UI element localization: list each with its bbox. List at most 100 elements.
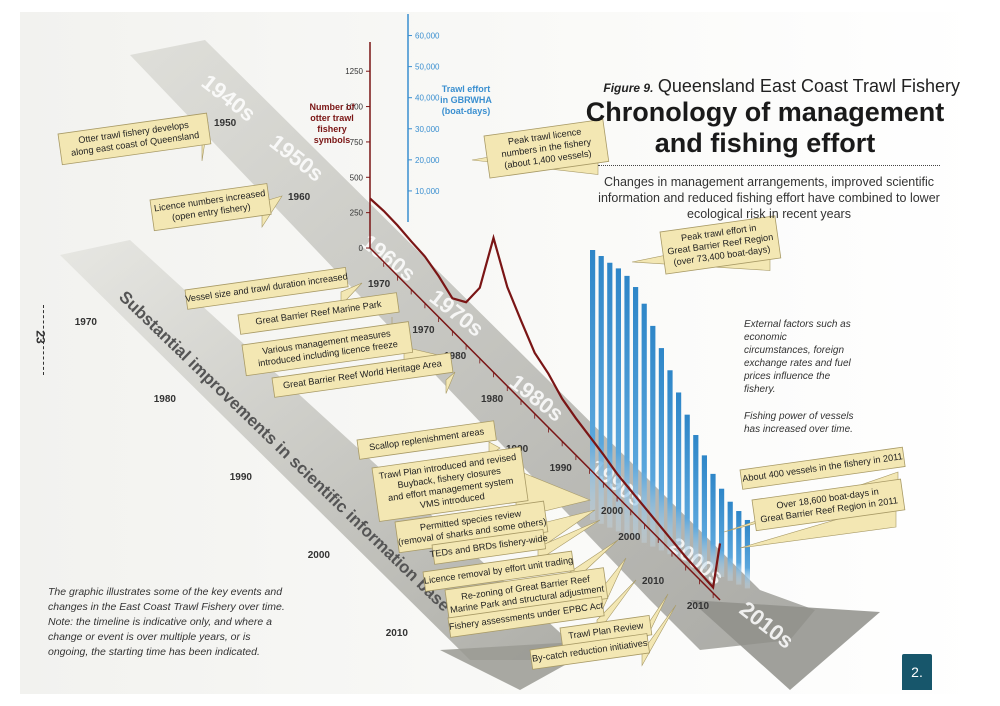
- effort-bar: [615, 268, 621, 532]
- callout-box: [751, 478, 906, 532]
- effort-bar: [736, 511, 742, 585]
- callout-box: [149, 183, 272, 232]
- effort-bar: [719, 488, 725, 577]
- band-year-label: 2010: [386, 628, 409, 639]
- chart-axes: 0 250 500 750 1000 1250 Number of otter trawl fi…: [310, 14, 492, 253]
- chart-year-label: 2000: [618, 532, 641, 543]
- callout-box: [57, 112, 212, 166]
- callout-box: [237, 292, 400, 335]
- licence-tick-label: 0: [359, 244, 364, 253]
- chart-year-label: 1970: [412, 325, 435, 336]
- callout-box: [184, 267, 349, 310]
- chart-year-axis: 1970 1980 1990 2000 2010: [369, 247, 721, 612]
- figure-label: Figure 9.: [603, 81, 654, 95]
- effort-bar: [701, 455, 707, 570]
- effort-tick-label: 20,000: [415, 156, 440, 165]
- effort-tick-label: 10,000: [415, 187, 440, 196]
- figure-subtitle: Queensland East Coast Trawl Fishery: [657, 76, 960, 96]
- event-year-label: 2010: [642, 576, 665, 587]
- chart-annotation: Peak trawl effort inGreat Barrier Reef R…: [631, 215, 782, 275]
- effort-tick-label: 60,000: [415, 32, 440, 41]
- effort-bar: [693, 435, 699, 566]
- callout-text: Peak trawl effort inGreat Barrier Reef R…: [665, 220, 775, 268]
- effort-bar: [676, 392, 682, 558]
- event-callout: Permitted species review(removal of shar…: [394, 500, 624, 554]
- fishing-power-note: Fishing power of vessels has increased o…: [744, 411, 854, 435]
- licence-tick-label: 1000: [345, 103, 363, 112]
- effort-bar: [598, 256, 604, 524]
- chart-time-axis: [369, 247, 721, 601]
- event-callout: Licence numbers increased(open entry fis…: [149, 183, 311, 232]
- title-line-2: and fishing effort: [654, 128, 876, 158]
- intro-text: Changes in management arrangements, impr…: [598, 175, 940, 221]
- page-title: Chronology of management and fishing eff…: [570, 97, 960, 159]
- page-number-rule: [43, 305, 44, 375]
- effort-bar: [744, 519, 750, 589]
- effort-bars: [590, 250, 750, 589]
- title-divider: [598, 165, 940, 166]
- event-year-label: 1970: [368, 279, 391, 290]
- callout-box: [431, 528, 547, 565]
- page-number: 23: [33, 330, 48, 344]
- callout-box: [659, 215, 782, 275]
- effort-bar: [667, 370, 673, 555]
- main-timeline-arrow: [690, 600, 880, 690]
- callout-box: [447, 595, 605, 638]
- effort-tick-label: 30,000: [415, 125, 440, 134]
- band-year-label: 1970: [75, 317, 98, 328]
- footnote: The graphic illustrates some of the key …: [48, 586, 285, 658]
- figure-heading: Figure 9. Queensland East Coast Trawl Fi…: [560, 76, 960, 97]
- effort-tick-label: 50,000: [415, 63, 440, 72]
- band-year-label: 1990: [230, 472, 253, 483]
- callout-box: [356, 420, 497, 460]
- event-year-label: 1950: [214, 118, 237, 129]
- effort-bar: [727, 501, 733, 581]
- event-callout: Trawl Plan Review: [559, 593, 669, 648]
- band-year-label: 1980: [154, 394, 177, 405]
- effort-bar: [684, 414, 690, 562]
- licence-tick-label: 750: [350, 138, 364, 147]
- effort-tick-label: 40,000: [415, 94, 440, 103]
- effort-bar: [641, 303, 647, 543]
- effort-bar: [607, 262, 613, 528]
- effort-bar: [590, 250, 596, 520]
- event-callout: Trawl Plan introduced and revisedBuyback…: [371, 446, 591, 522]
- callout-box: [422, 550, 575, 592]
- section-badge: 2.: [902, 654, 932, 690]
- chart-year-label: 2010: [687, 601, 710, 612]
- effort-bar: [658, 348, 664, 551]
- callout-pointer: [641, 604, 677, 667]
- licence-axis-label: Number of otter trawl fishery symbols: [310, 102, 356, 145]
- chart-year-label: 1980: [481, 394, 504, 405]
- chart-annotation: Peak trawl licencenumbers in the fishery…: [471, 118, 610, 179]
- licence-tick-label: 250: [350, 209, 364, 218]
- event-callout: Various management measuresintroduced in…: [241, 321, 467, 377]
- chart-annotations: Peak trawl licencenumbers in the fishery…: [471, 118, 906, 549]
- event-year-label: 2000: [601, 506, 624, 517]
- callout-box: [271, 352, 454, 398]
- licence-line: [369, 197, 722, 590]
- callout-pointer: [445, 371, 456, 394]
- effort-bar: [710, 473, 716, 574]
- callout-pointer: [537, 519, 601, 562]
- external-factors-note: External factors such as economic circum…: [744, 319, 851, 395]
- licence-tick-label: 500: [350, 173, 364, 182]
- band-year-label: 2000: [308, 550, 331, 561]
- effort-bar: [624, 275, 630, 536]
- callout-box: [371, 446, 529, 522]
- callout-box: [529, 633, 651, 670]
- event-year-label: 1960: [288, 192, 311, 203]
- band-year-labels: 1970 1980 1990 2000 2010: [75, 317, 409, 639]
- event-year-label: 1980: [444, 351, 467, 362]
- effort-axis-label: Trawl effort in GBRWHA (boat-days): [440, 84, 492, 116]
- effort-bar: [633, 287, 639, 539]
- licence-tick-label: 1250: [345, 67, 363, 76]
- effort-bar: [650, 325, 656, 547]
- title-line-1: Chronology of management: [585, 97, 945, 127]
- chart-annotation: Over 18,600 boat-days inGreat Barrier Re…: [739, 478, 906, 549]
- callout-box: [241, 321, 414, 377]
- callout-box: [483, 118, 610, 179]
- chart-year-label: 1990: [550, 463, 573, 474]
- callout-box: [739, 446, 906, 490]
